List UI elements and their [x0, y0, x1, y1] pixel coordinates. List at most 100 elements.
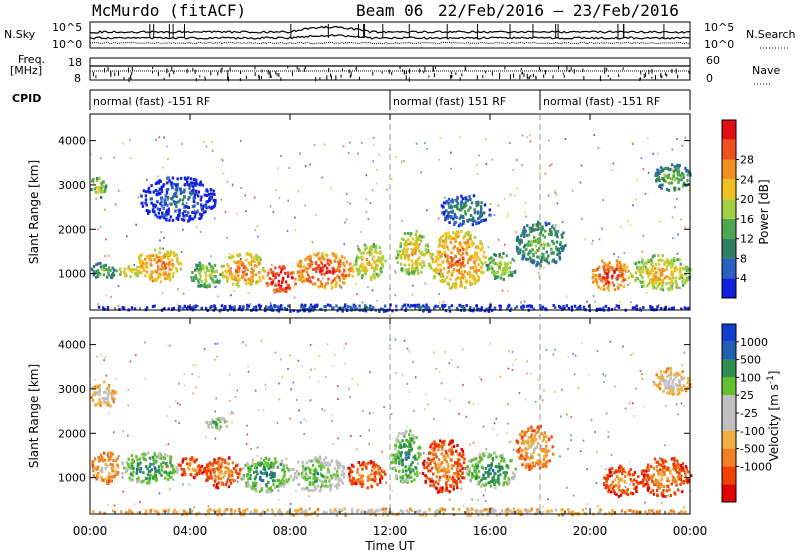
heatmap-cell: [475, 477, 477, 480]
heatmap-cell: [431, 452, 433, 455]
heatmap-cell: [343, 473, 345, 476]
heatmap-cell: [323, 466, 325, 469]
heatmap-cell: [361, 480, 363, 483]
heatmap-cell: [507, 262, 509, 265]
heatmap-cell: [236, 213, 238, 215]
heatmap-cell: [252, 462, 254, 465]
heatmap-cell: [672, 271, 674, 274]
heatmap-cell: [154, 249, 156, 252]
heatmap-cell: [162, 248, 164, 250]
heatmap-cell: [464, 286, 466, 289]
heatmap-cell: [341, 255, 343, 258]
heatmap-cell: [499, 473, 501, 476]
heatmap-cell: [399, 250, 401, 253]
heatmap-cell: [356, 267, 358, 270]
heatmap-cell: [530, 140, 532, 142]
heatmap-cell: [536, 459, 538, 462]
heatmap-cell: [503, 458, 505, 461]
heatmap-cell: [416, 230, 418, 233]
heatmap-cell: [409, 430, 411, 433]
heatmap-cell: [331, 459, 333, 462]
heatmap-cell: [192, 205, 194, 208]
heatmap-cell: [413, 268, 415, 271]
heatmap-cell: [439, 244, 441, 247]
heatmap-cell: [479, 258, 481, 261]
heatmap-cell: [214, 202, 216, 205]
heatmap-cell: [437, 482, 439, 485]
heatmap-cell: [466, 232, 468, 235]
heatmap-cell: [462, 306, 464, 309]
heatmap-cell: [412, 285, 414, 287]
heatmap-cell: [525, 431, 527, 434]
heatmap-cell: [281, 281, 283, 284]
heatmap-cell: [478, 476, 480, 479]
heatmap-cell: [182, 215, 184, 218]
heatmap-cell: [527, 456, 529, 459]
heatmap-cell: [428, 478, 430, 481]
heatmap-cell: [242, 305, 244, 308]
heatmap-cell: [544, 230, 546, 233]
heatmap-cell: [322, 463, 324, 466]
heatmap-cell: [652, 489, 654, 492]
heatmap-cell: [429, 451, 431, 454]
heatmap-cell: [435, 267, 437, 270]
heatmap-cell: [655, 276, 657, 279]
heatmap-cell: [553, 252, 555, 255]
colorbar-tick-label: 28: [740, 154, 754, 167]
nsky-label: N.Sky: [4, 28, 36, 41]
heatmap-cell: [93, 474, 95, 477]
heatmap-cell: [484, 203, 486, 206]
heatmap-cell: [452, 451, 454, 454]
heatmap-cell: [158, 471, 160, 474]
heatmap-cell: [152, 203, 154, 206]
heatmap-cell: [654, 458, 656, 461]
heatmap-cell: [516, 440, 518, 443]
heatmap-cell: [684, 306, 686, 309]
heatmap-cell: [601, 260, 603, 263]
heatmap-cell: [459, 136, 461, 138]
heatmap-cell: [498, 463, 500, 466]
heatmap-cell: [285, 290, 287, 293]
heatmap-cell: [489, 464, 491, 467]
heatmap-cell: [632, 204, 634, 206]
heatmap-cell: [236, 472, 238, 475]
heatmap-cell: [159, 208, 161, 211]
heatmap-cell: [346, 219, 348, 221]
heatmap-cell: [216, 270, 218, 273]
heatmap-cell: [179, 464, 181, 467]
heatmap-cell: [257, 236, 259, 238]
heatmap-cell: [229, 253, 231, 255]
colorbar-tick-label: 24: [740, 173, 754, 186]
heatmap-cell: [276, 272, 278, 275]
heatmap-cell: [483, 251, 485, 254]
heatmap-cell: [504, 198, 506, 200]
heatmap-cell: [244, 270, 246, 272]
heatmap-cell: [445, 238, 447, 241]
heatmap-cell: [321, 273, 323, 276]
heatmap-cell: [298, 270, 300, 273]
heatmap-cell: [245, 481, 247, 484]
heatmap-cell: [635, 262, 637, 265]
heatmap-cell: [545, 173, 547, 175]
heatmap-cell: [373, 466, 375, 469]
heatmap-cell: [319, 270, 321, 273]
heatmap-cell: [461, 200, 463, 203]
heatmap-cell: [586, 301, 588, 303]
heatmap-cell: [159, 251, 161, 254]
heatmap-cell: [222, 265, 224, 267]
heatmap-cell: [182, 198, 184, 201]
heatmap-cell: [662, 254, 664, 257]
heatmap-cell: [465, 197, 467, 200]
heatmap-cell: [401, 463, 403, 466]
heatmap-cell: [142, 471, 144, 474]
heatmap-cell: [305, 258, 307, 261]
heatmap-cell: [431, 467, 433, 470]
heatmap-cell: [355, 482, 357, 485]
heatmap-cell: [500, 305, 502, 308]
heatmap-cell: [204, 467, 206, 470]
heatmap-cell: [225, 211, 227, 213]
heatmap-cell: [196, 202, 198, 205]
heatmap-cell: [495, 455, 497, 458]
heatmap-cell: [200, 196, 202, 199]
heatmap-cell: [357, 273, 359, 276]
